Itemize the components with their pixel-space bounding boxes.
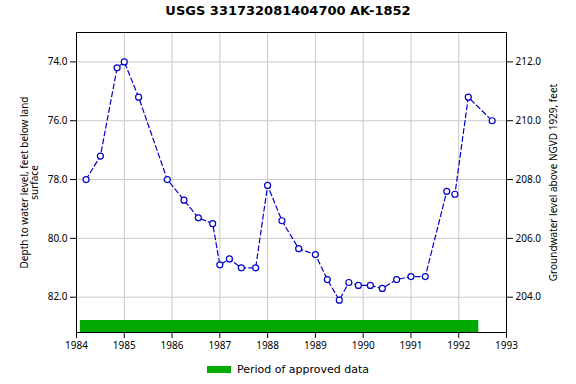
svg-text:206.0: 206.0 [516, 231, 542, 245]
html-text:Period of approved data: Period of approved data [236, 362, 370, 376]
svg-text:1990: 1990 [352, 338, 375, 352]
svg-text:1993: 1993 [495, 338, 518, 352]
svg-text:Depth to water level, feet bel: Depth to water level, feet below landsur… [17, 97, 41, 269]
svg-text:1992: 1992 [447, 338, 470, 352]
svg-text:1989: 1989 [304, 338, 327, 352]
svg-text:1988: 1988 [256, 338, 279, 352]
svg-text:1987: 1987 [208, 338, 231, 352]
svg-text:208.0: 208.0 [516, 172, 542, 186]
svg-text:204.0: 204.0 [516, 289, 542, 303]
svg-text:82.0: 82.0 [48, 289, 68, 303]
svg-text:210.0: 210.0 [516, 113, 542, 127]
svg-text:76.0: 76.0 [48, 113, 68, 127]
svg-text:78.0: 78.0 [48, 172, 68, 186]
svg-text:80.0: 80.0 [48, 231, 68, 245]
svg-text:74.0: 74.0 [48, 54, 68, 68]
svg-text:212.0: 212.0 [516, 54, 542, 68]
html-text:USGS 331732081404700 AK-1852: USGS 331732081404700 AK-1852 [165, 3, 411, 18]
svg-text:1991: 1991 [399, 338, 422, 352]
svg-text:1985: 1985 [113, 338, 136, 352]
svg-text:1986: 1986 [161, 338, 184, 352]
svg-text:1984: 1984 [65, 338, 88, 352]
svg-text:Groundwater level above NGVD 1: Groundwater level above NGVD 1929, feet [546, 83, 560, 281]
